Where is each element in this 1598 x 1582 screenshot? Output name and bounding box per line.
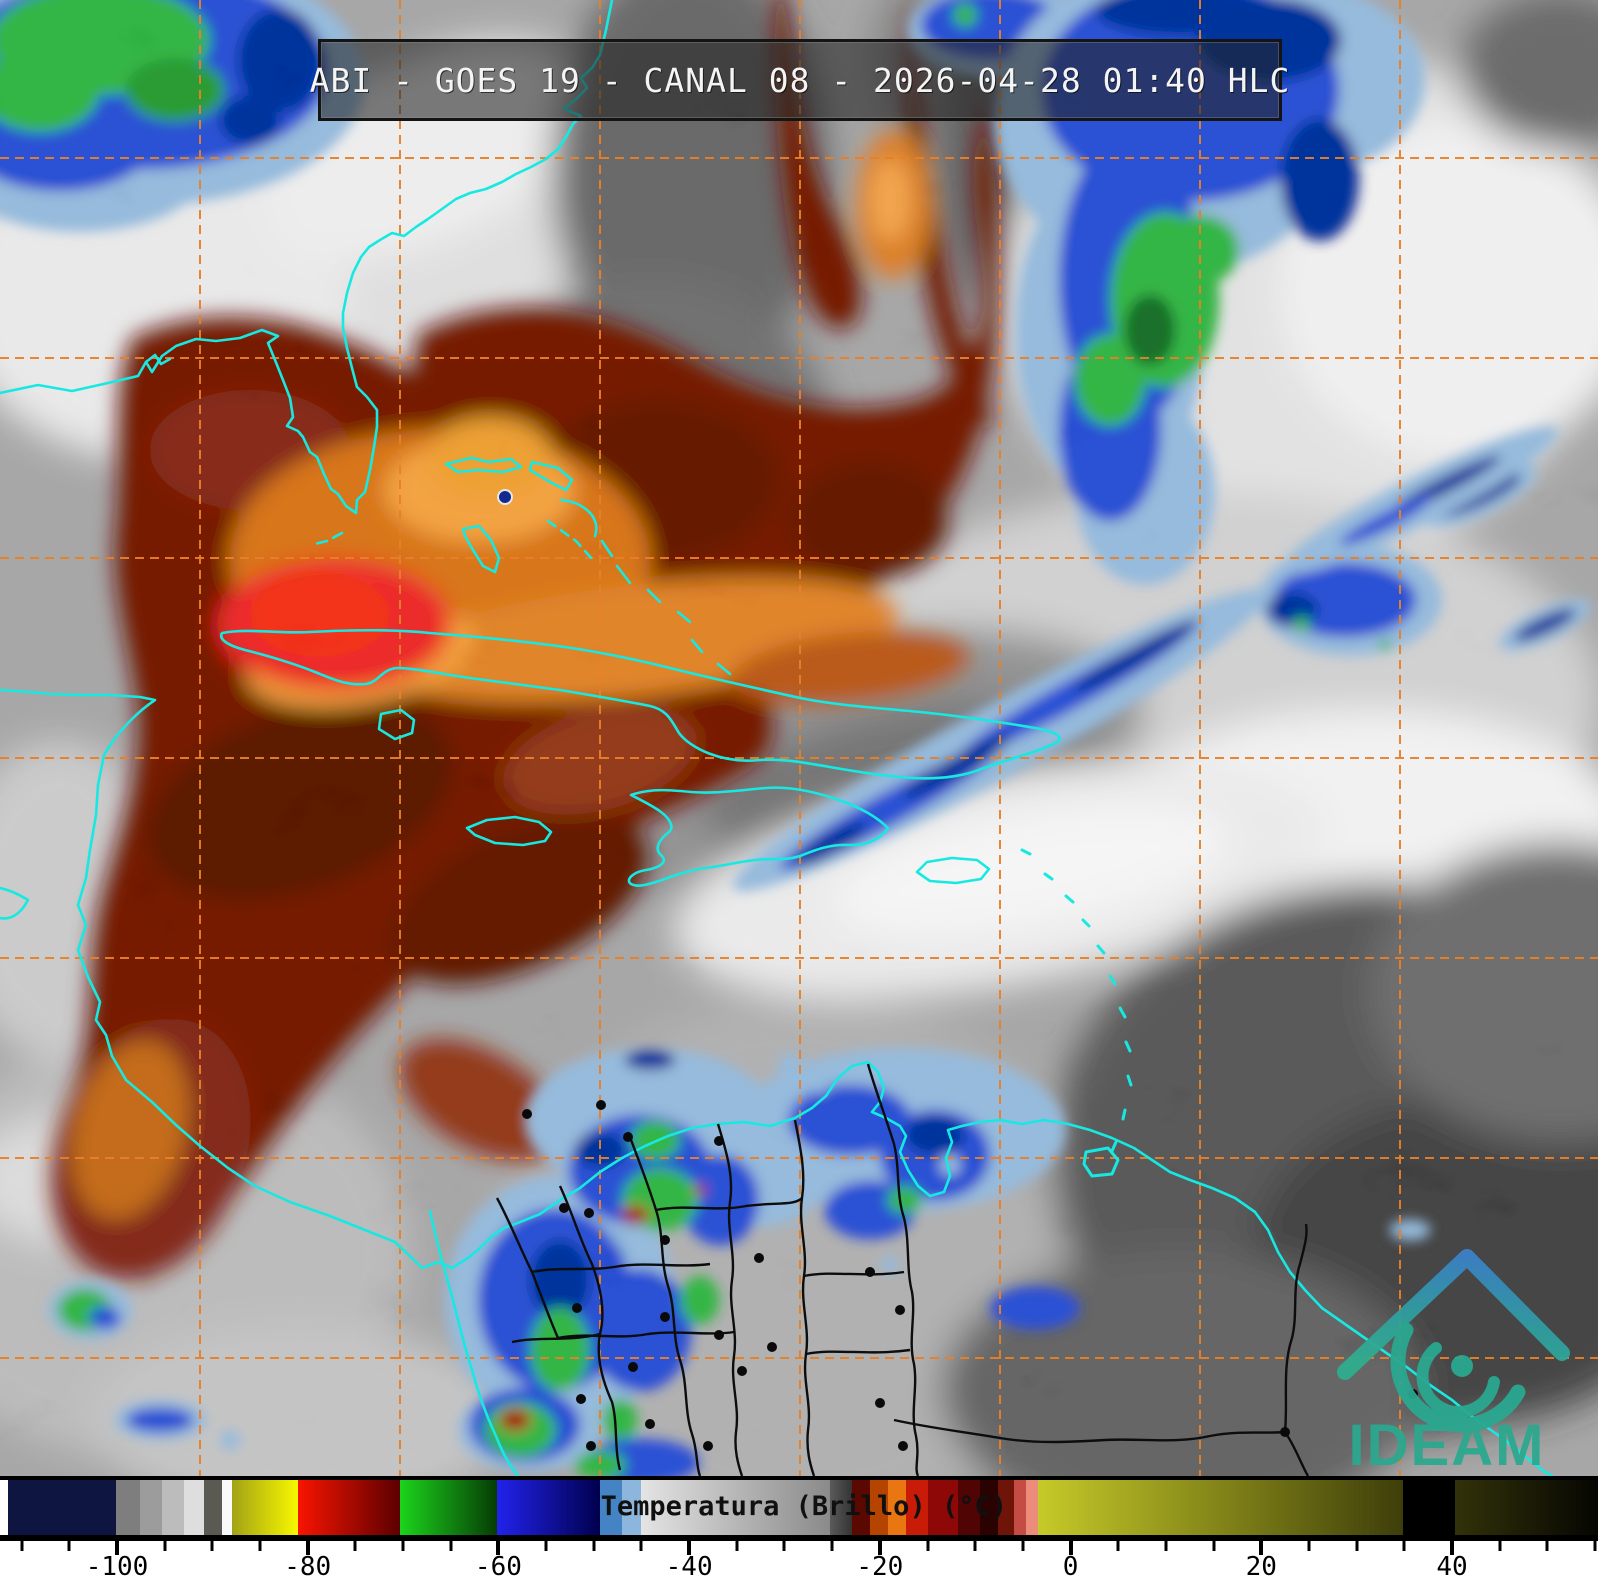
colorbar-minor-tick xyxy=(1307,1541,1311,1551)
colorbar-major-tick xyxy=(877,1541,882,1555)
colorbar-minor-tick xyxy=(1593,1541,1597,1551)
graticule xyxy=(0,0,1598,1476)
colorbar-tick-label: -20 xyxy=(856,1552,904,1582)
city-dots xyxy=(522,1100,1418,1451)
colorbar-tick-label: -40 xyxy=(665,1552,713,1582)
colorbar-minor-tick xyxy=(210,1541,214,1551)
colorbar-minor-tick xyxy=(544,1541,548,1551)
colorbar-minor-tick xyxy=(830,1541,834,1551)
satellite-map: IDEAM ABI - GOES 19 - CANAL 08 - 2026-04… xyxy=(0,0,1598,1476)
colorbar-minor-tick xyxy=(1212,1541,1216,1551)
title-text: ABI - GOES 19 - CANAL 08 - 2026-04-28 01… xyxy=(309,60,1291,100)
colorbar-tick-label: 40 xyxy=(1436,1552,1468,1582)
colorbar-minor-tick xyxy=(1498,1541,1502,1551)
colorbar-major-tick xyxy=(687,1541,692,1555)
colorbar-strip xyxy=(0,1476,1598,1535)
colorbar-minor-tick xyxy=(1545,1541,1549,1551)
colorbar-tick-label: 20 xyxy=(1245,1552,1277,1582)
logo-hurricane-spiral-icon xyxy=(1390,1322,1526,1433)
colorbar-minor-tick xyxy=(258,1541,262,1551)
colorbar-major-tick xyxy=(115,1541,119,1555)
colorbar-minor-tick xyxy=(926,1541,930,1551)
colorbar-label: Temperatura (Brillo) (°C) xyxy=(600,1491,1007,1522)
ideam-logo: IDEAM xyxy=(1337,1249,1570,1476)
colorbar-major-tick xyxy=(496,1541,501,1555)
colorbar-minor-tick xyxy=(163,1541,167,1551)
colorbar-tick-label: -60 xyxy=(474,1552,522,1582)
colorbar-minor-tick xyxy=(449,1541,453,1551)
colorbar-minor-tick xyxy=(1355,1541,1359,1551)
colorbar-major-tick xyxy=(1449,1541,1454,1555)
colorbar-minor-tick xyxy=(67,1541,71,1551)
colorbar-major-tick xyxy=(1068,1541,1073,1555)
colorbar-minor-tick xyxy=(20,1541,24,1551)
colorbar-minor-tick xyxy=(639,1541,643,1551)
colorbar-axis xyxy=(0,1535,1598,1541)
colorbar-tick-label: -100 xyxy=(85,1552,149,1582)
colorbar-major-tick xyxy=(305,1541,310,1555)
title-bar: ABI - GOES 19 - CANAL 08 - 2026-04-28 01… xyxy=(310,39,1289,121)
colorbar-major-tick xyxy=(1259,1541,1264,1555)
colorbar-minor-tick xyxy=(353,1541,357,1551)
colorbar-minor-tick xyxy=(592,1541,596,1551)
colorbar: Temperatura (Brillo) (°C) -100 -80 -60 -40-… xyxy=(0,1476,1598,1582)
colorbar-minor-tick xyxy=(1164,1541,1168,1551)
logo-mountain-icon xyxy=(1337,1249,1570,1380)
colorbar-minor-tick xyxy=(1021,1541,1025,1551)
satellite-image: IDEAM xyxy=(0,0,1598,1476)
logo-text: IDEAM xyxy=(1349,1413,1546,1476)
colorbar-tick-label: -80 xyxy=(284,1552,332,1582)
colorbar-minor-tick xyxy=(1402,1541,1406,1551)
colorbar-minor-tick xyxy=(401,1541,405,1551)
colorbar-minor-tick xyxy=(782,1541,786,1551)
colorbar-minor-tick xyxy=(1116,1541,1120,1551)
colorbar-minor-tick xyxy=(735,1541,739,1551)
colorbar-minor-tick xyxy=(973,1541,977,1551)
colorbar-ticks: -100 -80 -60 -40 -20 0 20 40 xyxy=(0,1541,1598,1582)
colorbar-tick-label: 0 xyxy=(1062,1552,1079,1582)
